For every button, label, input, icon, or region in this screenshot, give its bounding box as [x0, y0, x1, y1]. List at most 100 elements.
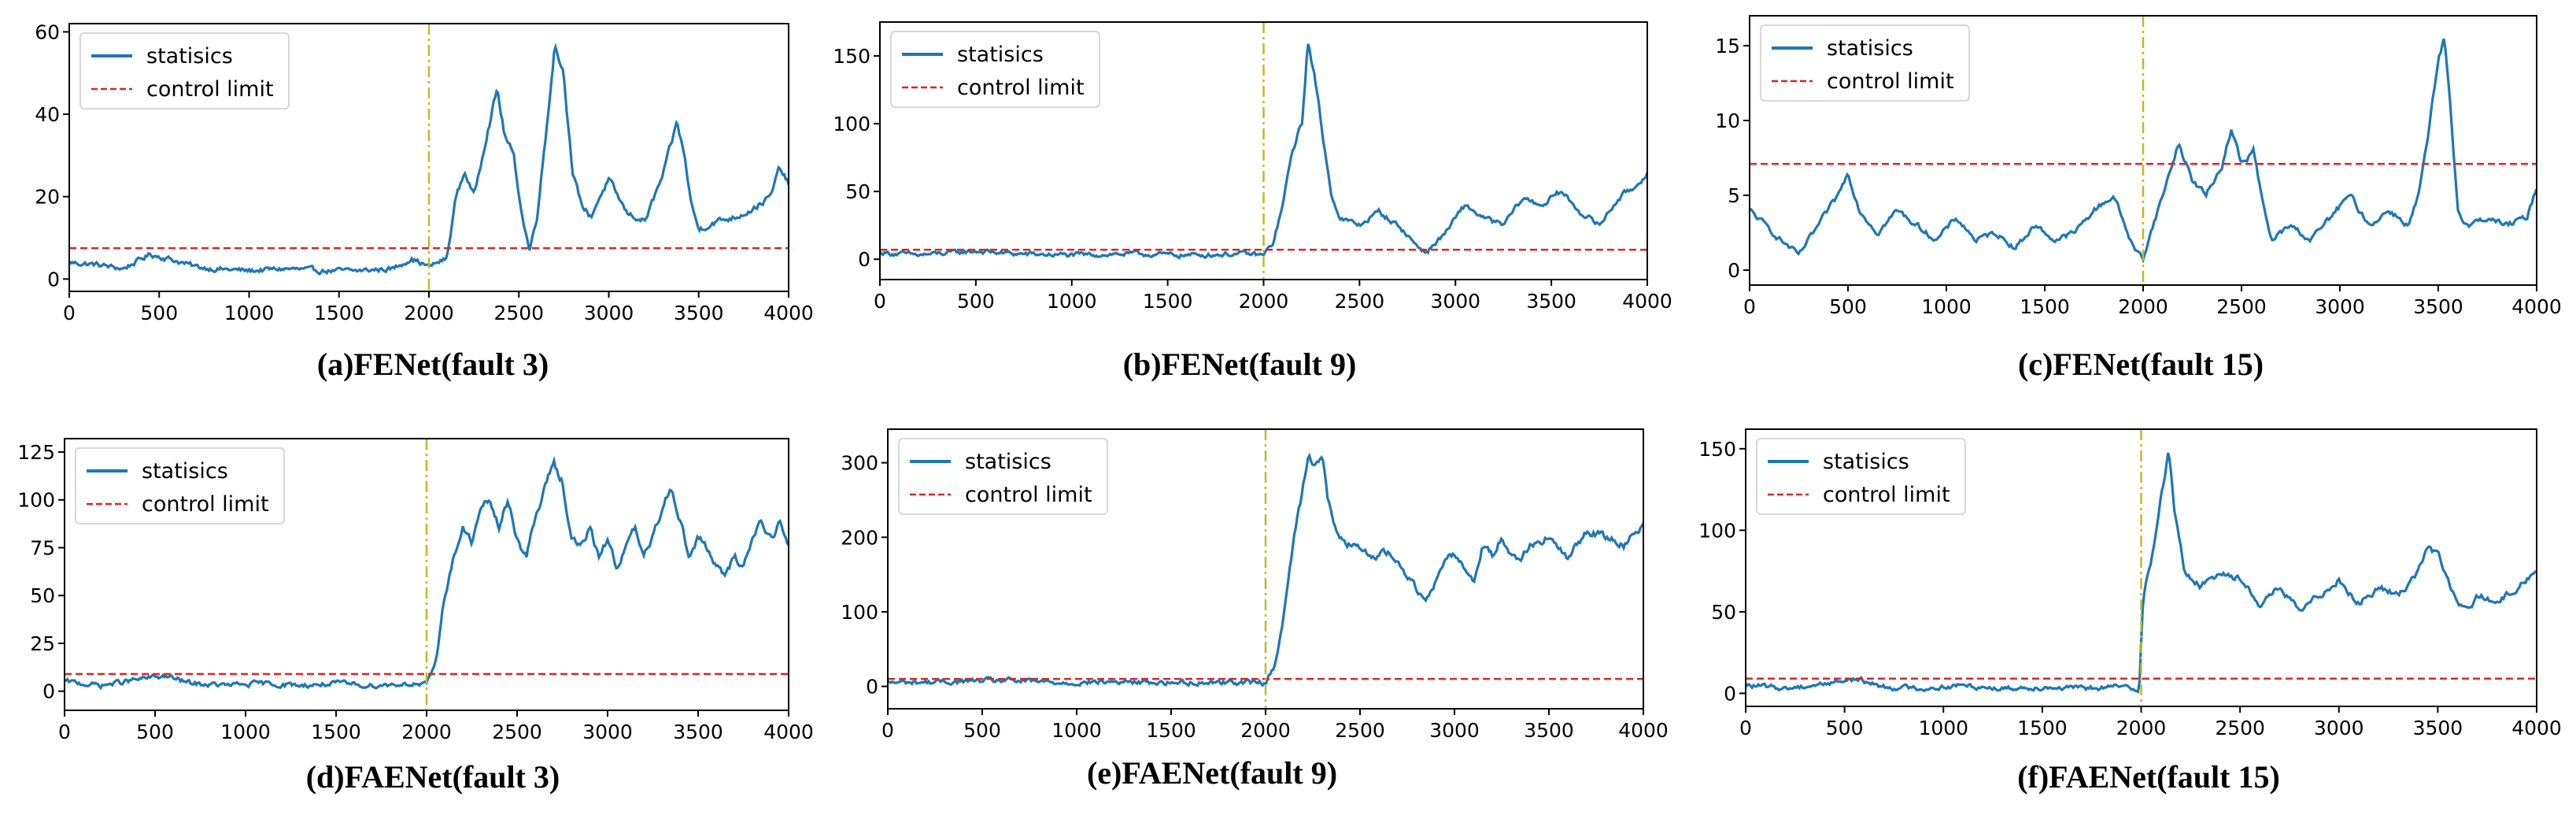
- y-tick-label: 75: [30, 536, 55, 559]
- x-tick-label: 2500: [2215, 717, 2265, 739]
- x-tick-label: 3000: [1429, 719, 1480, 742]
- y-tick-label: 100: [17, 489, 55, 512]
- x-tick-label: 3500: [1526, 290, 1576, 313]
- x-tick-label: 2000: [404, 302, 454, 324]
- y-tick-label: 50: [30, 584, 55, 607]
- chart-panel-3: 0 500 1000 1500 2000 2500 3000 3500 4000 0 25 50 75 1…: [17, 438, 814, 795]
- legend-statistics-label: statisics: [957, 43, 1044, 67]
- statistics-line: [880, 43, 1647, 260]
- legend-statistics-label: statisics: [146, 44, 233, 69]
- legend-statistics-label: statisics: [1827, 36, 1913, 61]
- x-tick-label: 4000: [2511, 295, 2562, 318]
- panel-caption: (a)FENet(fault 3): [317, 346, 549, 382]
- x-tick-label: 500: [1826, 717, 1864, 739]
- y-tick-label: 150: [1698, 438, 1736, 461]
- legend-control-limit-label: control limit: [965, 483, 1092, 507]
- legend-box: [75, 447, 285, 524]
- y-tick-label: 0: [866, 676, 878, 699]
- x-tick-label: 0: [1743, 295, 1756, 318]
- x-tick-label: 2000: [401, 721, 452, 743]
- y-tick-label: 200: [841, 526, 878, 549]
- x-tick-label: 1000: [1921, 295, 1972, 318]
- y-tick-label: 10: [1715, 109, 1740, 132]
- x-tick-label: 2000: [1239, 290, 1289, 313]
- x-tick-label: 0: [58, 721, 71, 743]
- y-tick-label: 60: [35, 20, 60, 43]
- x-tick-label: 2000: [2118, 295, 2168, 318]
- x-tick-label: 2500: [1335, 290, 1385, 313]
- y-tick-label: 0: [47, 268, 60, 291]
- x-tick-label: 1000: [220, 721, 271, 743]
- chart-panel-2: 0 500 1000 1500 2000 2500 3000 3500 4000 0 5 10 15 st…: [1715, 15, 2562, 382]
- legend-box: [79, 32, 290, 109]
- y-tick-label: 0: [858, 248, 870, 271]
- legend: statisics control limit: [1756, 438, 1966, 515]
- legend-control-limit-label: control limit: [957, 76, 1085, 100]
- y-tick-label: 150: [833, 45, 870, 68]
- chart-panel-1: 0 500 1000 1500 2000 2500 3000 3500 4000 0 50 100 15…: [833, 21, 1672, 382]
- x-tick-label: 3000: [1430, 290, 1480, 313]
- legend-box: [1760, 24, 1970, 102]
- x-tick-label: 3500: [1524, 719, 1574, 742]
- x-tick-label: 500: [136, 721, 174, 743]
- legend-box: [898, 438, 1108, 515]
- x-tick-label: 1500: [2017, 717, 2068, 739]
- x-tick-label: 3000: [582, 721, 633, 743]
- legend-statistics-label: statisics: [1823, 450, 1909, 474]
- legend: statisics control limit: [890, 31, 1100, 108]
- y-tick-label: 50: [1711, 601, 1736, 624]
- x-tick-label: 4000: [2511, 717, 2562, 739]
- x-tick-label: 500: [963, 719, 1001, 742]
- y-tick-label: 0: [1728, 259, 1740, 282]
- x-tick-label: 0: [874, 290, 886, 313]
- y-tick-label: 0: [1724, 682, 1736, 705]
- x-tick-label: 500: [1829, 295, 1867, 318]
- y-tick-label: 100: [833, 113, 870, 135]
- legend: statisics control limit: [79, 32, 290, 109]
- x-tick-label: 500: [957, 290, 995, 313]
- x-tick-label: 3500: [2413, 717, 2463, 739]
- x-tick-label: 3000: [584, 302, 634, 324]
- chart-panel-4: 0 500 1000 1500 2000 2500 3000 3500 4000 0 100 200 3…: [841, 428, 1669, 791]
- x-tick-label: 1500: [1143, 290, 1193, 313]
- x-tick-label: 4000: [763, 302, 814, 324]
- y-tick-label: 100: [841, 601, 878, 624]
- x-tick-label: 0: [63, 302, 76, 324]
- legend-box: [1756, 438, 1966, 515]
- x-tick-label: 1500: [1146, 719, 1196, 742]
- x-tick-label: 1000: [1047, 290, 1097, 313]
- y-tick-label: 0: [43, 680, 55, 703]
- x-tick-label: 1000: [1918, 717, 1968, 739]
- x-tick-label: 1500: [311, 721, 361, 743]
- panel-caption: (e)FAENet(fault 9): [1087, 755, 1337, 791]
- x-tick-label: 1500: [2020, 295, 2070, 318]
- x-tick-label: 4000: [1622, 290, 1672, 313]
- x-tick-label: 2500: [2216, 295, 2267, 318]
- x-tick-label: 2500: [492, 721, 542, 743]
- legend-control-limit-label: control limit: [146, 77, 274, 102]
- y-tick-label: 125: [17, 441, 55, 464]
- x-tick-label: 0: [881, 719, 894, 742]
- x-tick-label: 3000: [2314, 717, 2364, 739]
- x-tick-label: 1000: [1051, 719, 1102, 742]
- y-tick-label: 15: [1715, 35, 1740, 57]
- x-tick-label: 2000: [2116, 717, 2167, 739]
- y-tick-label: 300: [841, 452, 878, 475]
- panel-caption: (d)FAENet(fault 3): [306, 759, 560, 795]
- panel-caption: (f)FAENet(fault 15): [2017, 759, 2280, 795]
- y-tick-label: 25: [30, 632, 55, 655]
- x-tick-label: 2500: [493, 302, 544, 324]
- legend-box: [890, 31, 1100, 108]
- x-tick-label: 0: [1739, 717, 1752, 739]
- y-tick-label: 5: [1728, 184, 1740, 207]
- x-tick-label: 4000: [1618, 719, 1669, 742]
- x-tick-label: 500: [140, 302, 178, 324]
- chart-panel-0: 0 500 1000 1500 2000 2500 3000 3500 4000 0 20 40 60 s…: [35, 20, 814, 382]
- x-tick-label: 3000: [2315, 295, 2365, 318]
- legend: statisics control limit: [1760, 24, 1970, 102]
- chart-panel-5: 0 500 1000 1500 2000 2500 3000 3500 4000 0 50 100 15…: [1698, 428, 2562, 795]
- x-tick-label: 3500: [673, 721, 723, 743]
- x-tick-label: 2000: [1240, 719, 1291, 742]
- x-tick-label: 4000: [763, 721, 814, 743]
